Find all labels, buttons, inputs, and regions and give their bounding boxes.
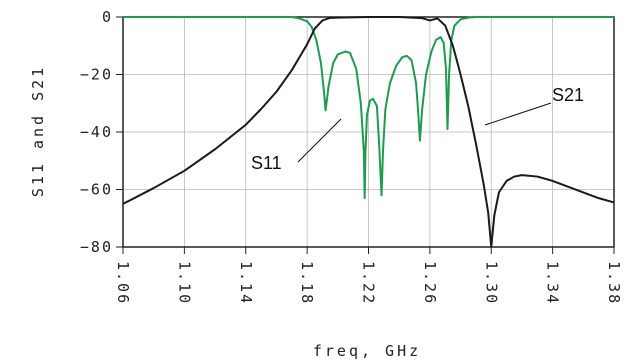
x-tick-label: 1.14 (237, 261, 255, 305)
annotation-s11-label: S11 (251, 153, 282, 173)
y-tick-label: −40 (80, 123, 113, 141)
x-tick-label: 1.34 (544, 261, 562, 305)
y-tick-label: −80 (80, 238, 113, 256)
x-tick-label: 1.10 (175, 261, 193, 305)
series-line-s11 (123, 16, 614, 200)
series-line-s21 (122, 16, 615, 248)
x-tick-label: 1.22 (360, 261, 378, 305)
annotation-s11-leader (297, 118, 342, 163)
x-tick-label: 1.26 (421, 261, 439, 305)
x-tick-labels: 1.06 1.10 1.14 1.18 1.22 1.26 1.30 1.34 1.38 (114, 247, 623, 305)
series-lines (122, 16, 615, 248)
y-tick-labels: 0 −20 −40 −60 −80 (80, 8, 123, 256)
y-tick-label: −20 (80, 66, 113, 84)
x-tick-label: 1.30 (482, 261, 500, 305)
annotation-s21: S21 (484, 85, 584, 126)
annotation-s21-label: S21 (552, 85, 584, 105)
annotation-s11: S11 (251, 118, 342, 173)
grid (122, 16, 615, 248)
y-tick-label: −60 (80, 181, 113, 199)
x-axis-title: freq, GHz (313, 342, 421, 360)
y-axis-title: S11 and S21 (29, 65, 47, 197)
x-tick-label: 1.06 (114, 261, 132, 305)
x-tick-label: 1.38 (605, 261, 623, 305)
annotation-s21-leader (484, 102, 552, 126)
x-tick-label: 1.18 (298, 261, 316, 305)
y-tick-label: 0 (102, 8, 113, 26)
